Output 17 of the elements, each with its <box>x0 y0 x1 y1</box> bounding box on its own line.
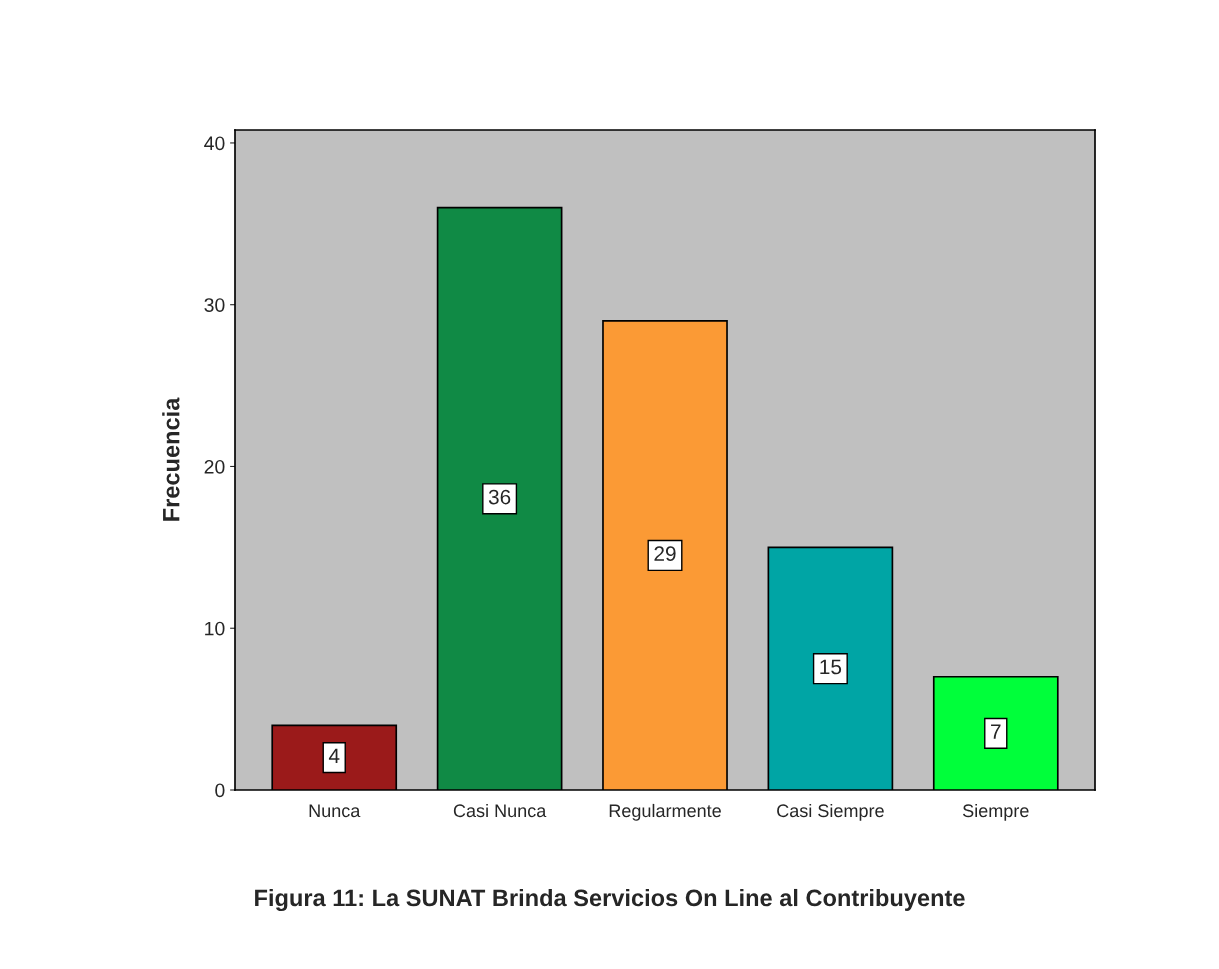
data-label: 7 <box>991 724 1001 739</box>
data-label: 15 <box>820 659 842 675</box>
y-tick-label: 30 <box>204 298 225 312</box>
data-label: 29 <box>654 546 676 562</box>
y-tick-label: 40 <box>204 136 225 151</box>
x-tick-label: Casi Siempre <box>777 803 884 821</box>
x-tick-label: Casi Nunca <box>453 803 547 818</box>
data-label: 36 <box>488 489 511 505</box>
x-tick-label: Regularmente <box>609 803 721 821</box>
x-tick-label: Siempre <box>962 803 1029 821</box>
y-tick-label: 10 <box>205 621 225 636</box>
text: Figura 11: La SUNAT Brinda Servicios On Line al Contribuyente <box>255 888 965 912</box>
x-tick-label: Nunca <box>309 804 361 818</box>
y-axis-title: Frecuencia <box>162 397 180 521</box>
y-tick-label: 0 <box>215 783 225 798</box>
y-tick-label: 20 <box>204 459 225 474</box>
data-label: 4 <box>328 748 340 764</box>
